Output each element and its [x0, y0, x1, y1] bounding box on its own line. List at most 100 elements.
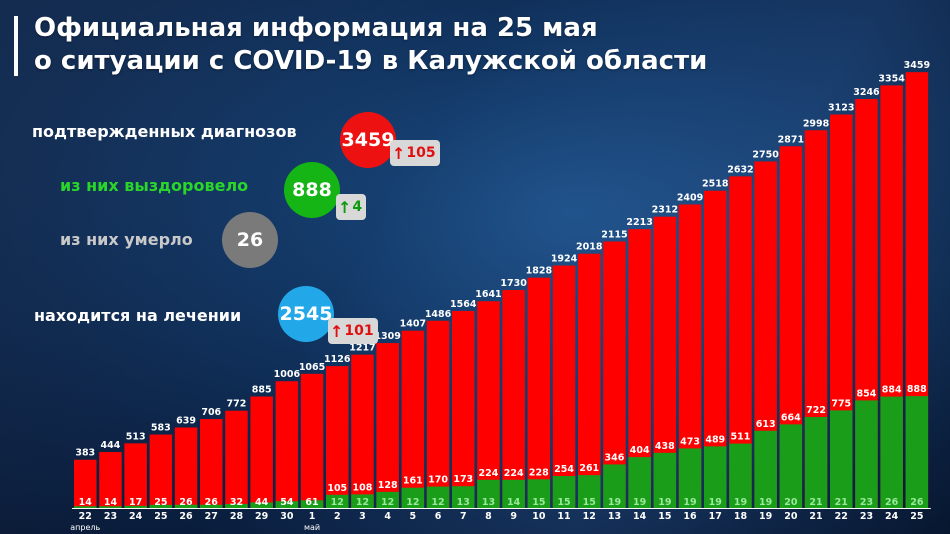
x-tick-label: 23: [104, 511, 117, 522]
died-value-label: 44: [255, 497, 269, 508]
treatment-value: 2545: [279, 303, 333, 325]
recovered-value-label: 128: [378, 480, 398, 491]
recovered-bar: [99, 506, 122, 508]
up-arrow-icon: ↑: [330, 321, 344, 341]
recovered-bar: [527, 479, 551, 508]
died-value-label: 23: [860, 497, 873, 508]
confirmed-bar: [628, 229, 651, 509]
x-tick-label: 27: [205, 511, 218, 522]
confirmed-bar: [300, 373, 324, 508]
confirmed-value-label: 3123: [828, 103, 854, 114]
recovered-bar: [603, 464, 626, 508]
died-value-label: 12: [431, 497, 444, 508]
died-value-label: 15: [583, 497, 596, 508]
x-tick-label: 2: [334, 511, 341, 522]
died-value-label: 19: [734, 497, 747, 508]
confirmed-bar: [275, 381, 299, 508]
died-value-label: 26: [910, 497, 924, 508]
died-value-label: 19: [658, 497, 671, 508]
confirmed-bar: [754, 161, 777, 508]
recovered-value-label: 161: [403, 476, 423, 487]
confirmed-value-label: 2115: [601, 230, 627, 241]
x-tick-label: 10: [532, 511, 546, 522]
confirmed-value-label: 583: [151, 423, 171, 434]
confirmed-value-label: 1006: [274, 369, 301, 380]
x-tick-label: 22: [79, 511, 92, 522]
x-tick-label: 25: [154, 511, 167, 522]
up-arrow-icon: ↑: [392, 143, 406, 163]
recovered-bar: [552, 475, 576, 508]
confirmed-bar: [603, 241, 626, 508]
recovered-value-label: 346: [605, 452, 625, 463]
confirmed-bar: [779, 146, 803, 508]
confirmed-value-label: 513: [126, 431, 146, 442]
confirmed-bar: [401, 330, 425, 508]
died-value-label: 12: [381, 497, 394, 508]
confirmed-value-label: 1309: [374, 331, 400, 342]
confirmed-bar: [502, 290, 525, 508]
title-block: Официальная информация на 25 мая о ситуа…: [34, 12, 950, 78]
recovered-value-label: 404: [630, 445, 650, 456]
x-tick-label: 1: [309, 511, 316, 522]
confirmed-value-label: 2871: [778, 134, 804, 145]
recovered-value-label: 228: [529, 467, 549, 478]
title-accent-bar: [14, 16, 18, 76]
died-value-label: 21: [835, 497, 848, 508]
confirmed-value-label: 444: [101, 440, 121, 451]
confirmed-value-label: 2409: [677, 192, 703, 203]
died-value-label: 13: [482, 497, 495, 508]
title-line-2: о ситуации с COVID-19 в Калужской област…: [34, 46, 708, 76]
treatment-delta-badge: ↑ 101: [328, 318, 378, 344]
x-tick-label: 28: [230, 511, 244, 522]
died-value-label: 26: [205, 497, 219, 508]
recovered-value-label: 224: [479, 468, 499, 479]
confirmed-bar: [678, 204, 702, 508]
confirmed-value-label: 1065: [299, 362, 325, 373]
x-tick-label: 8: [485, 511, 492, 522]
confirmed-value-label: 1564: [450, 299, 477, 310]
confirmed-value-label: 639: [176, 415, 196, 426]
recovered-bar: [729, 443, 752, 508]
x-tick-label: 13: [608, 511, 621, 522]
died-value-label: 19: [683, 497, 696, 508]
died-value-label: 19: [633, 497, 646, 508]
recovered-bar: [578, 475, 601, 508]
confirmed-value-label: 2518: [702, 179, 729, 190]
confirmed-bar: [477, 301, 500, 508]
recovered-value-label: 888: [907, 384, 927, 395]
confirmed-delta: 105: [406, 145, 436, 161]
x-tick-label: 24: [885, 511, 899, 522]
died-label: из них умерло: [60, 230, 193, 249]
recovered-bar: [225, 503, 248, 508]
recovered-value-label: 473: [680, 436, 700, 447]
recovered-bar: [678, 448, 702, 508]
treatment-label: находится на лечении: [34, 306, 242, 325]
died-value-label: 26: [885, 497, 899, 508]
recovered-value-label: 511: [731, 432, 751, 443]
recovered-value: 888: [292, 179, 332, 201]
x-tick-label: 17: [709, 511, 722, 522]
recovered-bar: [351, 494, 374, 508]
recovered-bar: [653, 452, 677, 508]
confirmed-value-label: 1217: [349, 343, 375, 354]
died-value-label: 19: [608, 497, 621, 508]
x-tick-label: 11: [557, 511, 570, 522]
recovered-delta: 4: [352, 199, 363, 215]
confirmed-value-label: 2213: [626, 217, 652, 228]
confirmed-value-label: 3459: [904, 60, 930, 71]
x-tick-label: 22: [835, 511, 848, 522]
recovered-bar: [426, 486, 450, 508]
died-value-label: 12: [331, 497, 344, 508]
x-tick-label: 9: [510, 511, 517, 522]
recovered-bar: [74, 506, 97, 508]
died-value-label: 20: [784, 497, 798, 508]
recovered-delta-badge: ↑ 4: [336, 194, 367, 220]
recovered-value-circle: 888: [284, 162, 340, 218]
recovered-bar: [628, 457, 651, 508]
x-tick-label: 19: [759, 511, 772, 522]
confirmed-bar: [452, 310, 475, 508]
recovered-bar: [300, 500, 324, 508]
confirmed-bar: [804, 130, 828, 508]
recovered-bar: [326, 494, 349, 508]
confirmed-bar: [99, 452, 122, 508]
